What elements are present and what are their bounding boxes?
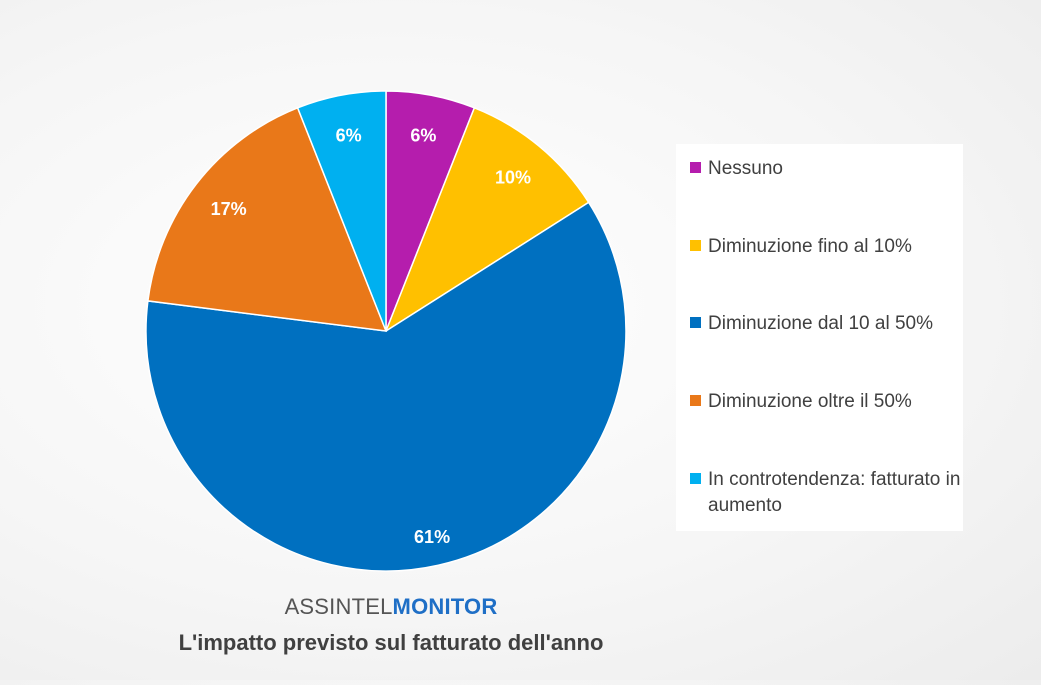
chart-title: L'impatto previsto sul fatturato dell'an… xyxy=(178,630,604,655)
pie-slice-diminuzione-dal-10-al-50 xyxy=(145,201,627,572)
brand-prefix: ASSINTEL xyxy=(284,594,393,619)
pie-slice-diminuzione-oltre-il-50 xyxy=(147,106,388,332)
legend-item-nessuno: Nessuno xyxy=(690,156,963,182)
pie-slice-diminuzione-fino-al-10 xyxy=(384,106,590,333)
pie-slice-in-controtendenza-fatturato-in-aumento xyxy=(296,90,387,332)
legend-swatch-dal-10-al-50 xyxy=(690,317,701,328)
legend-swatch-oltre-il-50 xyxy=(690,395,701,406)
chart-legend: Nessuno Diminuzione fino al 10% Diminuzi… xyxy=(676,144,963,531)
legend-label-nessuno: Nessuno xyxy=(708,158,783,179)
brand-suffix: MONITOR xyxy=(392,594,498,619)
pie-label-diminuzione-oltre-il-50: 17% xyxy=(211,199,247,219)
legend-label-controtendenza: In controtendenza: fatturato in aumento xyxy=(708,469,961,516)
legend-swatch-controtendenza xyxy=(690,473,701,484)
legend-label-dal-10-al-50: Diminuzione dal 10 al 50% xyxy=(708,313,933,334)
legend-swatch-nessuno xyxy=(690,162,701,173)
legend-label-fino-al-10: Diminuzione fino al 10% xyxy=(708,236,912,257)
legend-item-dal-10-al-50: Diminuzione dal 10 al 50% xyxy=(690,311,963,337)
pie-label-diminuzione-dal-10-al-50: 61% xyxy=(414,527,450,547)
pie-label-nessuno: 6% xyxy=(410,125,436,145)
brand-line: ASSINTELMONITOR xyxy=(0,594,782,620)
pie-label-in-controtendenza-fatturato-in-aumento: 6% xyxy=(336,125,362,145)
pie-label-diminuzione-fino-al-10: 10% xyxy=(495,168,531,188)
legend-item-fino-al-10: Diminuzione fino al 10% xyxy=(690,234,963,260)
legend-label-oltre-il-50: Diminuzione oltre il 50% xyxy=(708,391,912,412)
legend-swatch-fino-al-10 xyxy=(690,240,701,251)
legend-item-oltre-il-50: Diminuzione oltre il 50% xyxy=(690,389,963,415)
legend-item-controtendenza: In controtendenza: fatturato in aumento xyxy=(690,467,963,519)
